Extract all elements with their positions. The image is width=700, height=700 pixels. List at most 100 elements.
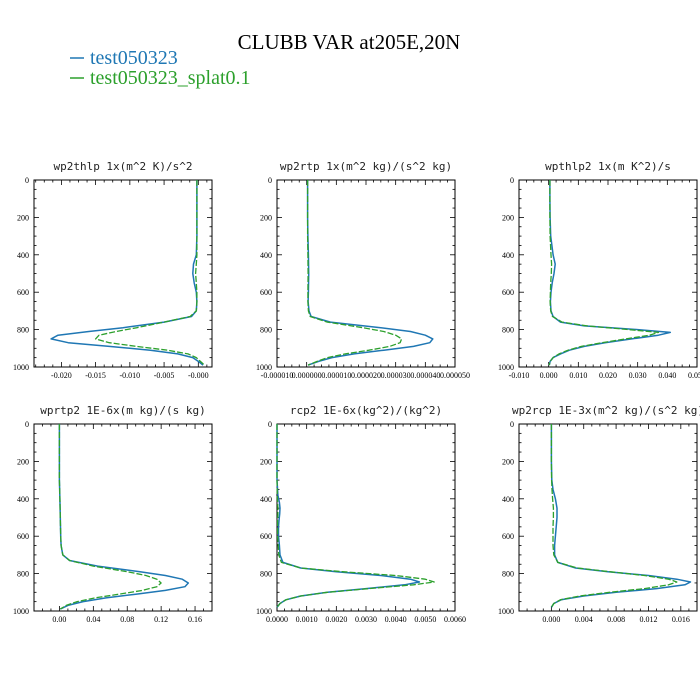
y-tick-label: 0 [510,420,514,429]
x-tick-label: 0.008 [607,615,625,624]
y-tick-label: 800 [502,326,514,335]
y-tick-label: 0 [25,176,29,185]
y-tick-label: 600 [260,288,272,297]
x-tick-label: 0.000020 [351,371,381,380]
panels: wp2thlp 1x(m^2 K)/s^202004006008001000-0… [13,160,700,624]
y-tick-label: 400 [260,495,272,504]
plot-frame [33,179,213,368]
y-tick-label: 600 [260,532,272,541]
y-tick-label: 200 [502,213,514,222]
x-tick-label: 0.004 [575,615,593,624]
panel-title: wp2rcp 1E-3x(m^2 kg)/(s^2 kg) [512,404,700,417]
x-tick-label: 0.000000 [292,371,322,380]
figure-title: CLUBB VAR at205E,20N [238,30,461,54]
x-tick-label: -0.020 [51,371,72,380]
chart-panel-6: wp2rcp 1E-3x(m^2 kg)/(s^2 kg) 0 200 400 600 8… [498,404,700,624]
x-tick-label: 0.000040 [410,371,440,380]
chart-panel-2: wp2rtp 1x(m^2 kg)/(s^2 kg) 0 200 400 600 800 1… [256,160,470,380]
legend-label: test050323_splat0.1 [90,67,251,89]
x-tick-label: 0.020 [599,371,617,380]
series-line-test050323 [276,424,421,608]
x-tick-label: -0.000 [188,371,209,380]
x-tick-label: -0.000010 [261,371,294,380]
series-line-test050323 [306,180,434,366]
y-tick-label: 800 [260,570,272,579]
x-tick-label: 0.000 [540,371,558,380]
x-tick-label: -0.005 [154,371,175,380]
y-tick-label: 200 [260,457,272,466]
y-tick-label: 0 [510,176,514,185]
x-tick-label: 0.050 [688,371,700,380]
x-tick-label: 0.040 [658,371,676,380]
y-tick-label: 0 [268,176,272,185]
legend-label: test050323 [90,47,178,69]
series-line-test050323-splat0.1 [276,424,435,608]
x-tick-label: 0.00 [52,615,66,624]
y-tick-label: 600 [17,532,29,541]
panel-title: rcp2 1E-6x(kg^2)/(kg^2) [290,404,442,417]
x-tick-label: 0.12 [154,615,168,624]
y-tick-label: 600 [502,532,514,541]
series-line-test050323 [58,424,190,610]
y-tick-label: 200 [17,213,29,222]
y-tick-label: 400 [260,251,272,260]
y-tick-label: 0 [25,420,29,429]
x-tick-label: 0.0030 [355,615,377,624]
y-tick-label: 1000 [256,607,272,616]
plot-frame [276,179,456,368]
y-tick-label: 200 [260,213,272,222]
y-tick-label: 600 [17,288,29,297]
x-tick-label: 0.012 [639,615,657,624]
x-tick-label: 0.0060 [444,615,466,624]
y-tick-label: 1000 [13,363,29,372]
x-tick-label: 0.000010 [321,371,351,380]
y-tick-label: 800 [17,326,29,335]
y-tick-label: 400 [502,251,514,260]
y-tick-label: 400 [502,495,514,504]
y-tick-label: 0 [268,420,272,429]
x-tick-label: 0.000 [542,615,560,624]
chart-panel-5: rcp2 1E-6x(kg^2)/(kg^2) 0 200 400 600 800 1000… [256,404,466,624]
panel-title: wprtp2 1E-6x(m kg)/(s kg) [40,404,206,417]
series-line-test050323-splat0.1 [550,424,678,608]
y-tick-label: 400 [17,495,29,504]
x-tick-label: 0.000050 [440,371,470,380]
y-tick-label: 800 [260,326,272,335]
plot-frame [518,179,698,368]
y-tick-label: 1000 [256,363,272,372]
x-tick-label: -0.010 [120,371,141,380]
chart-panel-4: wprtp2 1E-6x(m kg)/(s kg) 0 200 400 600 800 10… [13,404,213,624]
panel-title: wpthlp2 1x(m K^2)/s [545,160,671,173]
y-tick-label: 400 [17,251,29,260]
x-tick-label: 0.08 [120,615,134,624]
y-tick-label: 600 [502,288,514,297]
series-line-test050323-splat0.1 [94,180,205,366]
panel-title: wp2rtp 1x(m^2 kg)/(s^2 kg) [280,160,452,173]
x-tick-label: -0.010 [509,371,530,380]
y-tick-label: 800 [17,570,29,579]
panel-title: wp2thlp 1x(m^2 K)/s^2 [53,160,192,173]
chart-panel-3: wpthlp2 1x(m K^2)/s 0 200 400 600 800 1000-0.0… [498,160,700,380]
x-tick-label: 0.16 [188,615,202,624]
chart-panel-1: wp2thlp 1x(m^2 K)/s^2 0 200 400 600 800 1000 -0… [13,160,213,380]
series-line-test050323 [50,180,204,366]
series-line-test050323 [548,180,672,366]
series-line-test050323-splat0.1 [306,180,403,366]
x-tick-label: 0.0000 [266,615,288,624]
series-line-test050323-splat0.1 [548,180,660,366]
y-tick-label: 200 [502,457,514,466]
x-tick-label: -0.015 [85,371,106,380]
x-tick-label: 0.010 [569,371,587,380]
x-tick-label: 0.0010 [296,615,318,624]
x-tick-label: 0.0020 [325,615,347,624]
x-tick-label: 0.0050 [414,615,436,624]
y-tick-label: 1000 [498,607,514,616]
y-tick-label: 1000 [13,607,29,616]
x-tick-label: 0.030 [629,371,647,380]
x-tick-label: 0.04 [86,615,100,624]
plot-frame [518,423,698,612]
y-tick-label: 200 [17,457,29,466]
y-tick-label: 800 [502,570,514,579]
